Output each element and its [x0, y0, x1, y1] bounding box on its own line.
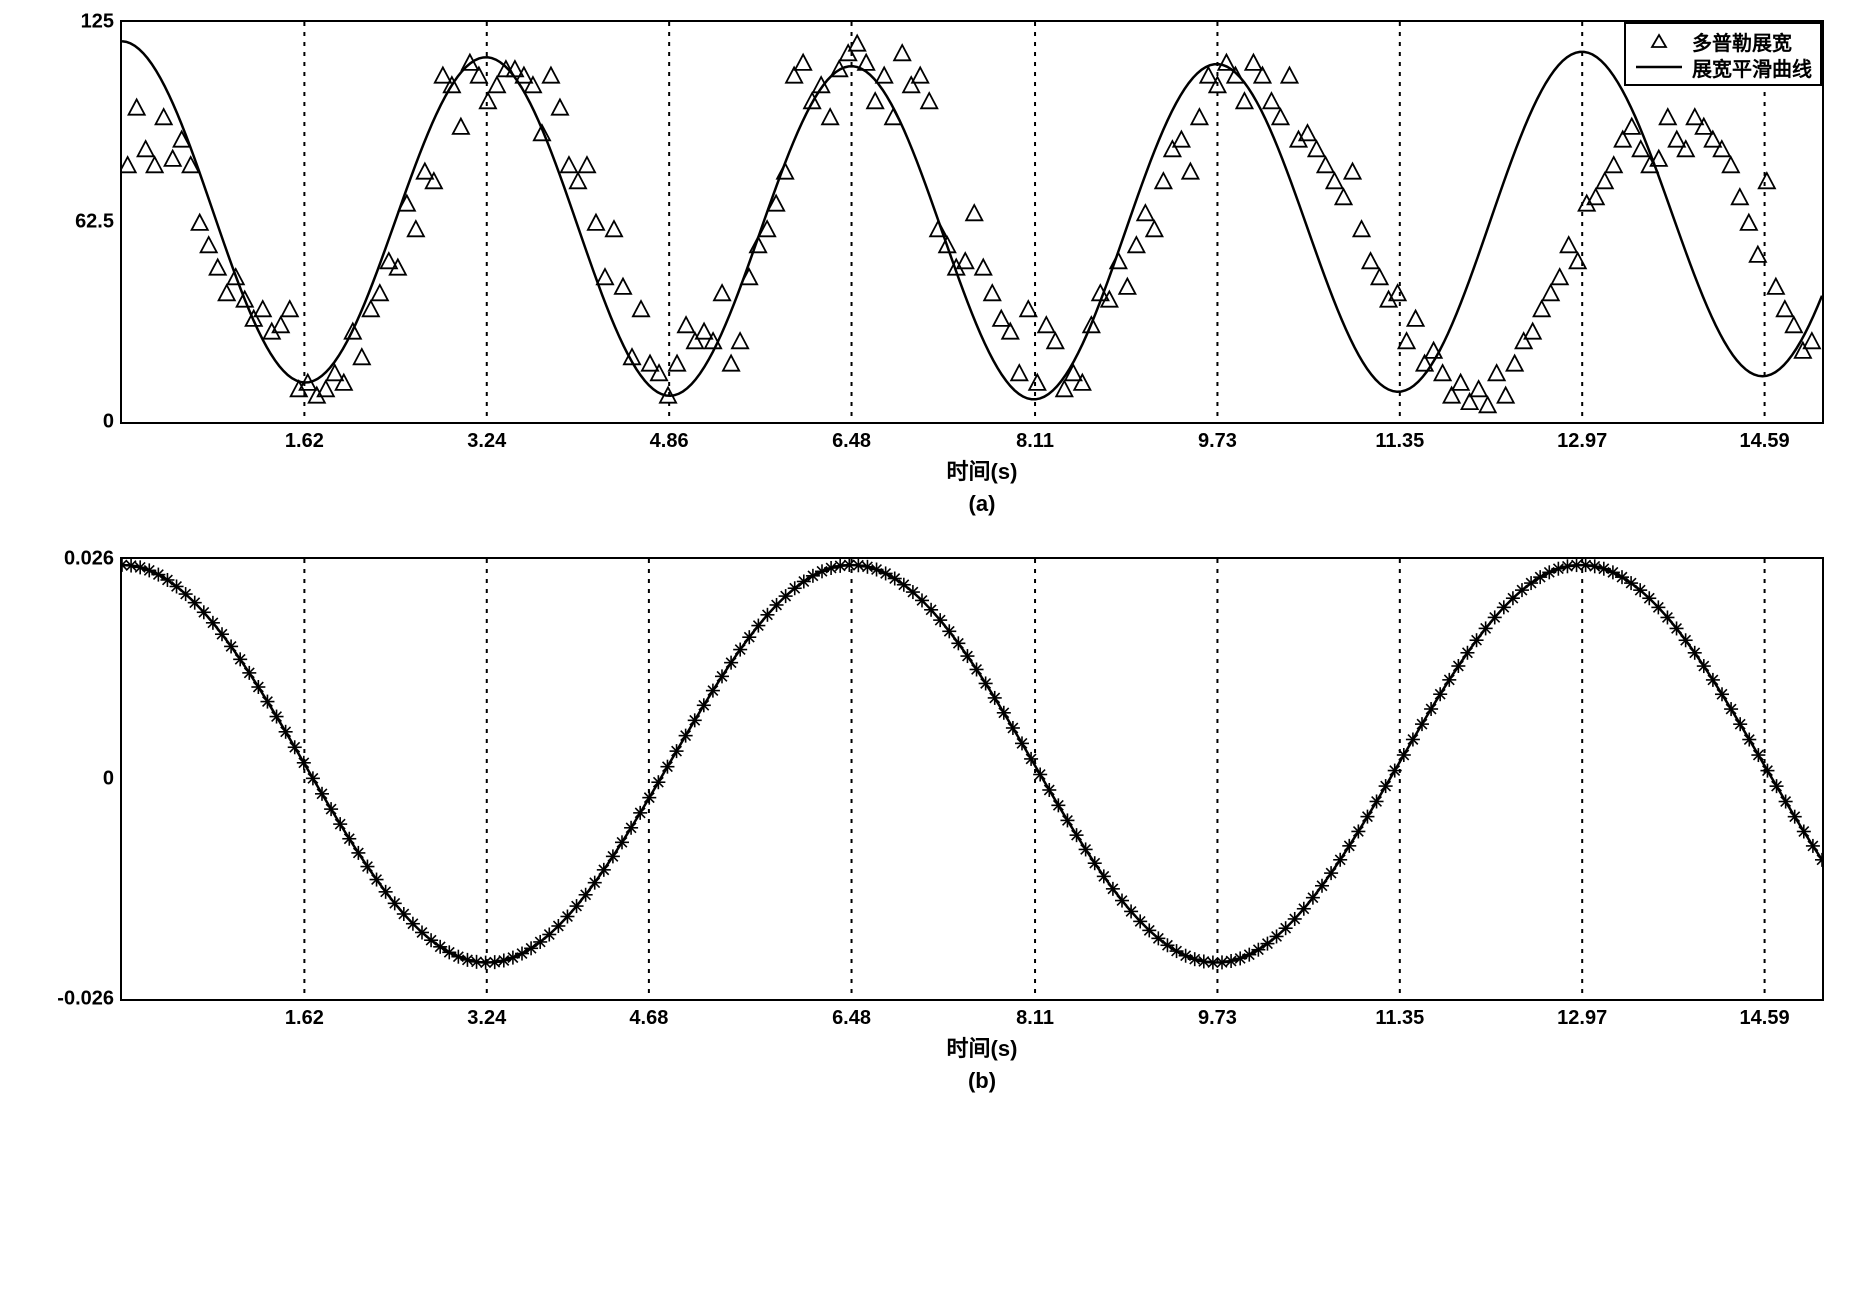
xtick-label: 6.48: [832, 1007, 871, 1030]
xlabel-a: 时间(s): [120, 454, 1844, 486]
xtick-label: 11.35: [1375, 430, 1424, 453]
xtick-label: 14.59: [1740, 430, 1790, 453]
xtick-label: 6.48: [832, 430, 871, 453]
xtick-label: 4.86: [650, 430, 689, 453]
chart-svg-a: [122, 22, 1822, 422]
xtick-label: 12.97: [1557, 1007, 1607, 1030]
xtick-label: 14.59: [1740, 1007, 1790, 1030]
xtick-label: 1.62: [285, 430, 324, 453]
ytick-label: 62.5: [75, 211, 114, 234]
xtick-label: 12.97: [1557, 430, 1607, 453]
legend-a: 多普勒展宽 展宽平滑曲线: [1624, 22, 1822, 86]
xtick-label: 9.73: [1198, 1007, 1237, 1030]
xtick-label: 3.24: [467, 430, 506, 453]
triangle-icon: [1634, 31, 1684, 51]
ytick-label: 125: [81, 11, 114, 34]
subplot-a: 多普勒展宽(Hz) 多普勒展宽 展宽平滑曲线 1.623.244.866.488…: [120, 20, 1844, 517]
xtick-label: 1.62: [285, 1007, 324, 1030]
plot-area-a: 多普勒展宽 展宽平滑曲线 1.623.244.866.488.119.7311.…: [120, 20, 1824, 424]
line-icon: [1634, 57, 1684, 77]
legend-label-0: 多普勒展宽: [1692, 27, 1792, 56]
xtick-label: 4.68: [629, 1007, 668, 1030]
legend-label-1: 展宽平滑曲线: [1692, 53, 1812, 82]
chart-svg-b: [122, 559, 1822, 999]
xlabel-b: 时间(s): [120, 1031, 1844, 1063]
ytick-label: 0: [103, 768, 114, 791]
xtick-label: 11.35: [1375, 1007, 1424, 1030]
xtick-label: 8.11: [1016, 1007, 1054, 1030]
subplot-b: 等效角速度(rad/s) 1.623.244.686.488.119.7311.…: [120, 557, 1844, 1094]
xtick-label: 3.24: [467, 1007, 506, 1030]
xtick-label: 8.11: [1016, 430, 1054, 453]
plot-area-b: 1.623.244.686.488.119.7311.3512.9714.59-…: [120, 557, 1824, 1001]
sublabel-b: (b): [120, 1068, 1844, 1094]
figure: 多普勒展宽(Hz) 多普勒展宽 展宽平滑曲线 1.623.244.866.488…: [20, 20, 1844, 1094]
legend-item-line: 展宽平滑曲线: [1634, 54, 1812, 80]
ytick-label: 0.026: [64, 548, 114, 571]
ytick-label: 0: [103, 411, 114, 434]
xtick-label: 9.73: [1198, 430, 1237, 453]
ytick-label: -0.026: [57, 988, 114, 1011]
legend-item-scatter: 多普勒展宽: [1634, 28, 1812, 54]
sublabel-a: (a): [120, 491, 1844, 517]
